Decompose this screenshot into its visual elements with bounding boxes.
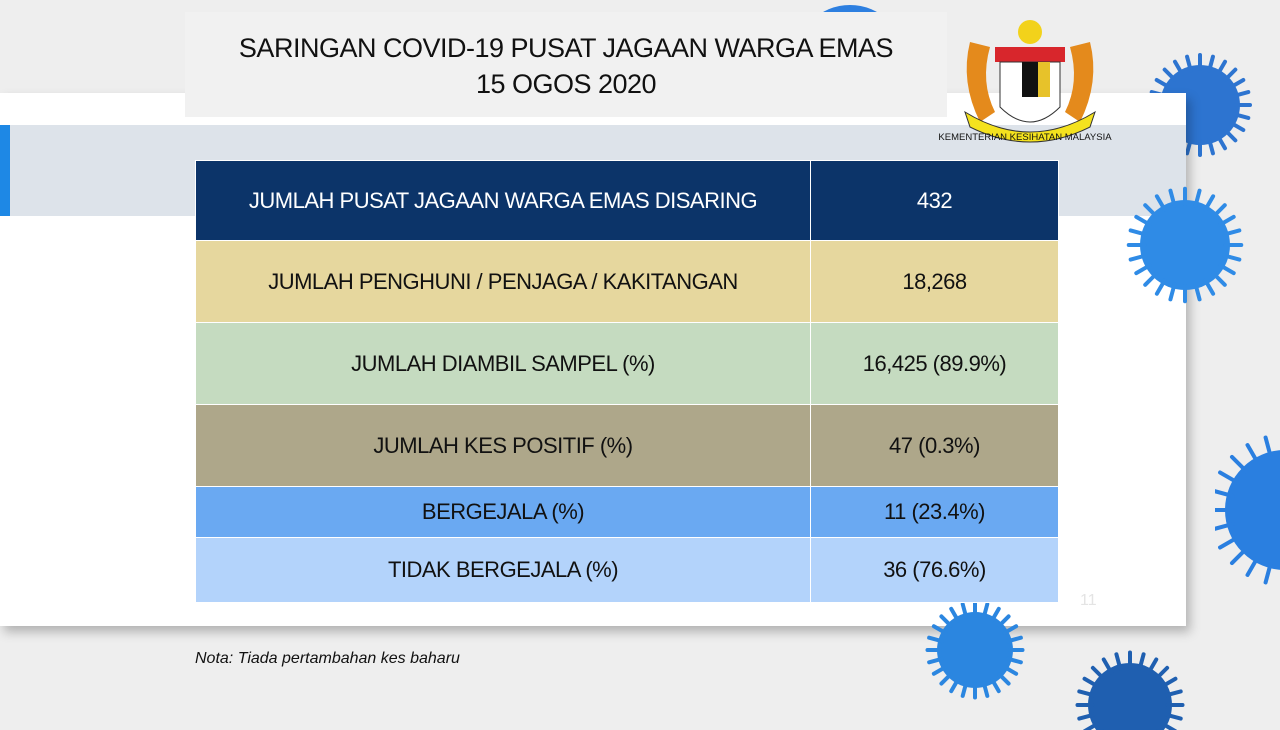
row-label: TIDAK BERGEJALA (%): [195, 537, 811, 603]
row-value: 18,268: [810, 240, 1059, 323]
note-text: Nota: Tiada pertambahan kes baharu: [195, 650, 460, 667]
virus-icon: [1075, 650, 1185, 730]
coat-of-arms-icon: [964, 20, 1096, 143]
row-value: 16,425 (89.9%): [810, 322, 1059, 405]
table-row: JUMLAH DIAMBIL SAMPEL (%) 16,425 (89.9%): [195, 322, 1059, 405]
page-title: SARINGAN COVID-19 PUSAT JAGAAN WARGA EMA…: [238, 33, 894, 63]
virus-icon: [1215, 435, 1280, 585]
table-row: TIDAK BERGEJALA (%) 36 (76.6%): [195, 537, 1059, 603]
virus-icon: [1126, 186, 1244, 304]
ministry-name: KEMENTERIAN KESIHATAN MALAYSIA: [938, 132, 1112, 143]
row-label: JUMLAH DIAMBIL SAMPEL (%): [195, 322, 811, 405]
row-value: 432: [810, 160, 1059, 241]
row-label: JUMLAH KES POSITIF (%): [195, 404, 811, 487]
row-label: JUMLAH PUSAT JAGAAN WARGA EMAS DISARING: [195, 160, 811, 241]
accent-bar: [0, 125, 10, 216]
table-row: JUMLAH PUSAT JAGAAN WARGA EMAS DISARING 4…: [195, 160, 1059, 241]
table-row: BERGEJALA (%) 11 (23.4%): [195, 486, 1059, 538]
row-value: 36 (76.6%): [810, 537, 1059, 603]
title-box: SARINGAN COVID-19 PUSAT JAGAAN WARGA EMA…: [185, 12, 947, 117]
table-row: JUMLAH KES POSITIF (%) 47 (0.3%): [195, 404, 1059, 487]
page-number: 11: [1080, 592, 1097, 609]
screening-table: JUMLAH PUSAT JAGAAN WARGA EMAS DISARING 4…: [195, 160, 1059, 603]
virus-icon: [925, 600, 1025, 700]
row-label: JUMLAH PENGHUNI / PENJAGA / KAKITANGAN: [195, 240, 811, 323]
table-row: JUMLAH PENGHUNI / PENJAGA / KAKITANGAN 18…: [195, 240, 1059, 323]
row-label: BERGEJALA (%): [195, 486, 811, 538]
page-date: 15 OGOS 2020: [475, 69, 657, 99]
row-value: 11 (23.4%): [810, 486, 1059, 538]
row-value: 47 (0.3%): [810, 404, 1059, 487]
